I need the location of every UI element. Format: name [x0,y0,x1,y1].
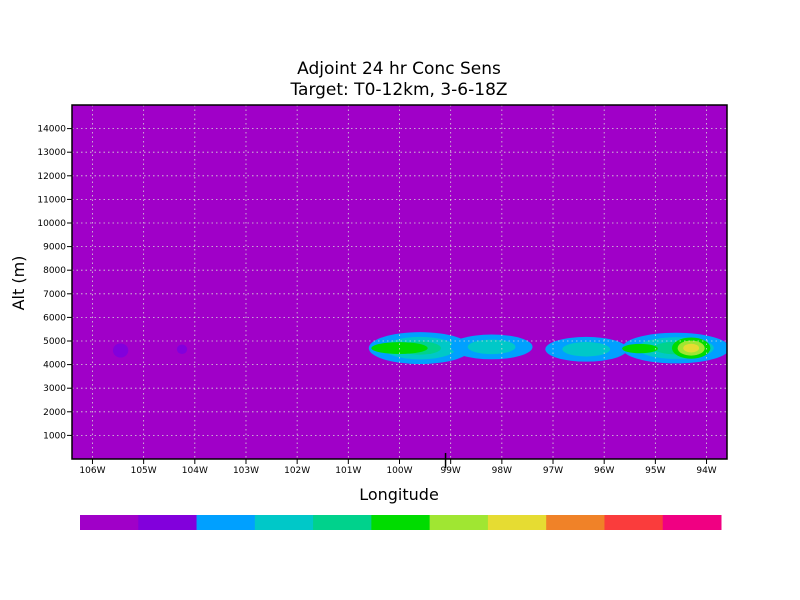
y-tick-label: 11000 [37,195,66,205]
contour-layer [112,332,727,365]
color-bar-swatch [429,515,489,530]
y-tick-label: 3000 [43,384,66,394]
x-tick-label: 97W [543,466,563,476]
x-tick-label: 105W [131,466,157,476]
x-tick-label: 94W [696,466,716,476]
y-tick-label: 13000 [37,148,66,158]
color-bar-swatch [196,515,256,530]
x-tick-label: 102W [284,466,310,476]
chart-title: Adjoint 24 hr Conc Sens [297,59,501,79]
y-tick-label: 14000 [37,125,66,135]
contour-feature-8-level-1 [176,344,188,354]
color-bar-swatch [487,515,547,530]
chart-subtitle: Target: T0-12km, 3-6-18Z [289,80,507,100]
color-bar-swatch [604,515,664,530]
contour-feature-1-level-3 [467,339,516,355]
x-tick-label: 106W [79,466,105,476]
y-tick-label: 2000 [43,408,66,418]
color-bar-swatch [313,515,372,530]
color-bar-swatch [662,515,722,530]
x-tick-label: 103W [233,466,259,476]
y-tick-label: 6000 [43,313,66,323]
color-bar-swatch [546,515,605,530]
color-bar [80,515,722,530]
x-tick-label: 98W [492,466,512,476]
y-tick-label: 1000 [43,431,66,441]
y-tick-label: 7000 [43,290,66,300]
contour-feature-5-level-5 [622,343,658,354]
y-tick-label: 4000 [43,361,66,371]
y-tick-label: 9000 [43,243,66,253]
contour-feature-6-level-7 [683,343,700,353]
y-tick-label: 12000 [37,172,66,182]
x-tick-label: 101W [335,466,361,476]
x-tick-label: 104W [182,466,208,476]
y-tick-label: 8000 [43,266,66,276]
color-bar-swatch [254,515,314,530]
x-axis-ticks: 106W 105W 104W 103W 102W 101W 100W 99W 98W 97W 96W… [79,453,717,476]
x-tick-label: 99W [440,466,460,476]
x-axis-label: Longitude [359,485,439,504]
x-tick-label: 95W [645,466,665,476]
x-tick-label: 100W [386,466,412,476]
color-bar-swatch [80,515,139,530]
y-tick-label: 5000 [43,337,66,347]
grid-lines [72,105,727,459]
contour-feature-2-level-3 [562,342,611,357]
x-tick-label: 96W [594,466,614,476]
y-axis-label: Alt (m) [9,256,28,311]
color-bar-swatch [138,515,198,530]
contour-feature-7-level-1 [112,343,129,358]
color-bar-swatch [371,515,431,530]
y-tick-label: 10000 [37,219,66,229]
y-axis-ticks: 1000 2000 3000 4000 5000 6000 7000 8000 9000 1000… [37,125,72,441]
